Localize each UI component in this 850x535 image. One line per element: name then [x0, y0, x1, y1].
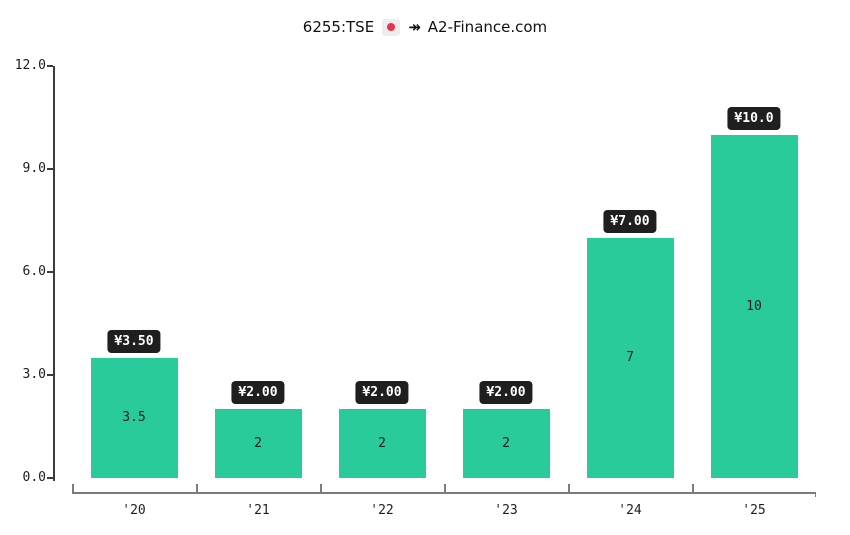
bar-value-label: 10 — [746, 298, 762, 314]
bar-value-label: 2 — [378, 436, 386, 452]
bar-callout: ¥2.00 — [231, 381, 285, 405]
bar-callout: ¥7.00 — [603, 209, 657, 233]
bar-callout: ¥2.00 — [479, 381, 533, 405]
bar: 2 — [338, 409, 426, 478]
bar: 3.5 — [90, 357, 178, 478]
y-axis-tick — [47, 374, 53, 376]
site-label: A2-Finance.com — [427, 18, 548, 36]
x-axis-tick — [444, 484, 446, 492]
bar: 2 — [214, 409, 302, 478]
x-axis-tick — [568, 484, 570, 492]
x-axis-end-tick — [814, 492, 816, 497]
y-axis-tick — [47, 168, 53, 170]
bar-callout: ¥3.50 — [107, 329, 161, 353]
flag-red-circle — [387, 23, 396, 31]
y-tick-label: 6.0 — [22, 264, 46, 279]
y-tick-label: 3.0 — [22, 367, 46, 382]
y-tick-label: 9.0 — [22, 161, 46, 176]
y-tick-label: 0.0 — [22, 470, 46, 485]
x-axis-tick — [320, 484, 322, 492]
x-axis-spine — [72, 492, 816, 494]
y-axis-tick — [47, 65, 53, 67]
x-tick-label: '20 — [122, 503, 146, 518]
x-tick-label: '25 — [742, 503, 766, 518]
y-axis-tick — [47, 271, 53, 273]
bar: 2 — [462, 409, 550, 478]
x-axis-tick — [72, 484, 74, 492]
bar-value-label: 7 — [626, 350, 634, 366]
x-tick-label: '21 — [246, 503, 270, 518]
y-axis-tick — [47, 477, 53, 479]
x-axis-tick — [196, 484, 198, 492]
bar-callout: ¥2.00 — [355, 381, 409, 405]
y-tick-label: 12.0 — [14, 58, 46, 73]
ticker-label: 6255:TSE — [302, 18, 375, 36]
japan-flag-icon — [382, 18, 401, 36]
bar-value-label: 2 — [254, 436, 262, 452]
chart-title: 6255:TSE ↠ A2-Finance.com — [0, 14, 850, 40]
x-axis-tick — [692, 484, 694, 492]
bar-value-label: 3.5 — [122, 410, 146, 426]
bar-value-label: 2 — [502, 436, 510, 452]
y-axis-spine — [53, 66, 55, 481]
x-tick-label: '23 — [494, 503, 518, 518]
bar-callout: ¥10.0 — [727, 106, 781, 130]
x-tick-label: '24 — [618, 503, 642, 518]
right-arrow-icon: ↠ — [408, 18, 421, 36]
bar: 7 — [586, 237, 674, 478]
bar: 10 — [710, 134, 798, 478]
x-tick-label: '22 — [370, 503, 394, 518]
